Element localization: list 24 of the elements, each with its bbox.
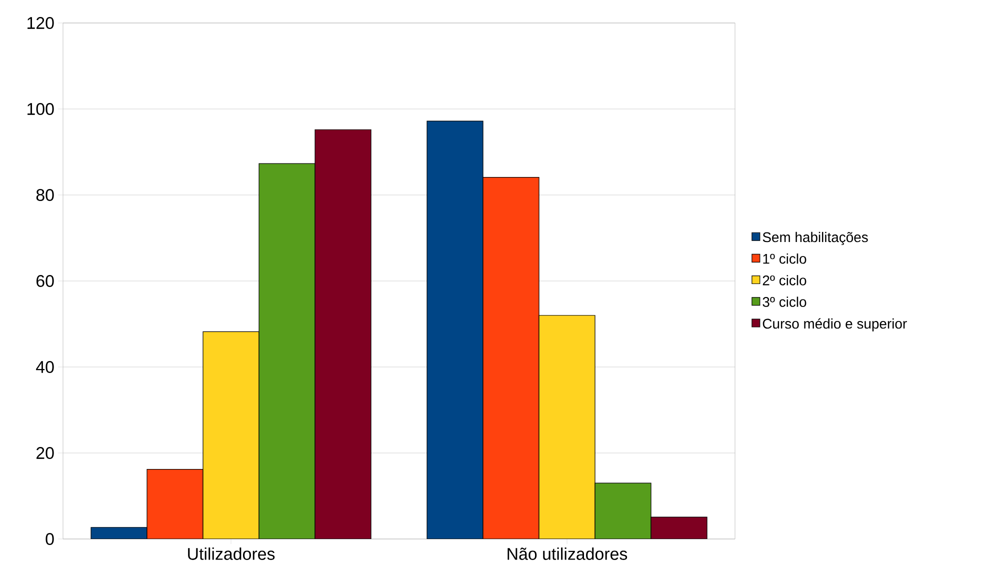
- legend-label: 1º ciclo: [763, 254, 806, 264]
- bar: [426, 120, 484, 539]
- bar: [482, 177, 540, 539]
- y-tick-label: 20: [36, 446, 54, 459]
- y-tick-label: 100: [28, 102, 54, 115]
- bar: [146, 469, 204, 539]
- x-tick-label: Utilizadores: [188, 548, 275, 560]
- bar: [538, 315, 596, 539]
- bar: [650, 516, 708, 539]
- legend-label: 3º ciclo: [762, 296, 806, 307]
- y-tick-label: 120: [28, 16, 54, 29]
- bar: [91, 527, 148, 539]
- y-tick-label: 80: [36, 188, 54, 201]
- y-tick-label: 40: [36, 360, 54, 373]
- bar: [202, 331, 260, 539]
- legend-label: Curso médio e superior: [762, 318, 907, 332]
- bar: [258, 163, 316, 539]
- bar: [594, 482, 652, 539]
- legend-label: Sem habilitações: [762, 232, 868, 245]
- bar: [314, 129, 372, 539]
- x-tick-label: Não utilizadores: [508, 548, 628, 560]
- legend-label: 2º ciclo: [762, 275, 806, 286]
- y-tick-label: 0: [46, 532, 54, 545]
- y-tick-label: 60: [36, 274, 54, 287]
